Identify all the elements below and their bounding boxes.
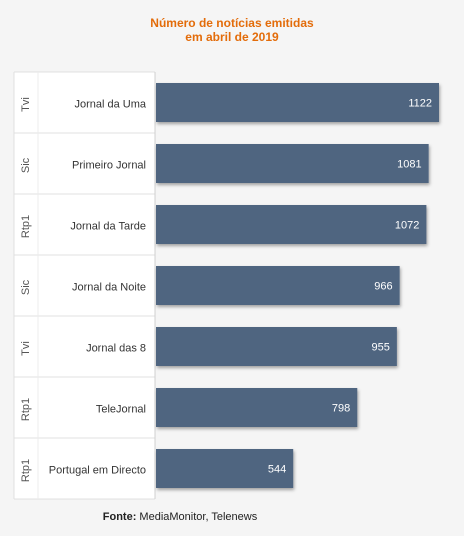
program-label: TeleJornal	[96, 403, 146, 415]
bar	[156, 449, 294, 488]
program-label: Jornal da Noite	[72, 281, 146, 293]
source-label: Fonte:	[102, 511, 137, 523]
program-label: Jornal da Tarde	[70, 220, 146, 232]
program-label: Portugal em Directo	[49, 464, 146, 476]
bar	[156, 205, 427, 244]
bar-value-label: 966	[374, 280, 392, 292]
channel-label: Rtp1	[20, 459, 32, 482]
bar	[156, 327, 397, 366]
bar	[156, 144, 429, 183]
bar-value-label: 1122	[408, 97, 432, 109]
bar-value-label: 1072	[395, 219, 419, 231]
channel-label: Sic	[20, 279, 32, 295]
bar	[156, 388, 358, 427]
source-text: MediaMonitor, Telenews	[139, 511, 258, 523]
source-note: Fonte: MediaMonitor, Telenews	[0, 511, 360, 523]
channel-label: Rtp1	[20, 215, 32, 238]
channel-label: Rtp1	[20, 398, 32, 421]
chart-title-line-1: Número de notícias emitidas	[150, 16, 314, 30]
program-label: Jornal da Uma	[74, 98, 146, 110]
bar-value-label: 544	[268, 463, 286, 475]
bar-value-label: 955	[372, 341, 390, 353]
bar	[156, 266, 400, 305]
bar	[156, 83, 439, 122]
program-label: Primeiro Jornal	[72, 159, 146, 171]
chart-title-line-2: em abril de 2019	[185, 30, 279, 44]
channel-label: Tvi	[20, 341, 32, 356]
channel-label: Tvi	[20, 97, 32, 112]
bar-value-label: 1081	[397, 158, 421, 170]
bar-value-label: 798	[332, 402, 350, 414]
program-label: Jornal das 8	[86, 342, 146, 354]
channel-label: Sic	[20, 157, 32, 173]
